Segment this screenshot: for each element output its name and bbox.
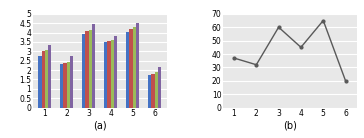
Bar (107, 41, 111, 108)
Bar (155, 72, 158, 108)
Bar (45, 50, 48, 108)
Bar (38, 56, 41, 108)
Bar (82, 34, 86, 108)
Bar (92, 24, 95, 108)
X-axis label: (b): (b) (283, 121, 297, 131)
Bar (158, 67, 161, 108)
Bar (70, 56, 74, 108)
X-axis label: (a): (a) (93, 121, 107, 131)
Bar (111, 40, 114, 108)
Bar (132, 27, 136, 108)
Bar (104, 42, 107, 108)
Bar (60, 64, 63, 108)
Bar (114, 36, 117, 108)
Bar (89, 30, 92, 108)
Bar (129, 29, 132, 108)
Bar (63, 63, 67, 108)
Bar (151, 74, 155, 108)
Bar (41, 51, 45, 108)
Bar (86, 31, 89, 108)
Bar (126, 32, 129, 108)
Bar (48, 45, 51, 108)
Bar (136, 23, 139, 108)
Bar (67, 62, 70, 108)
Bar (148, 75, 151, 108)
